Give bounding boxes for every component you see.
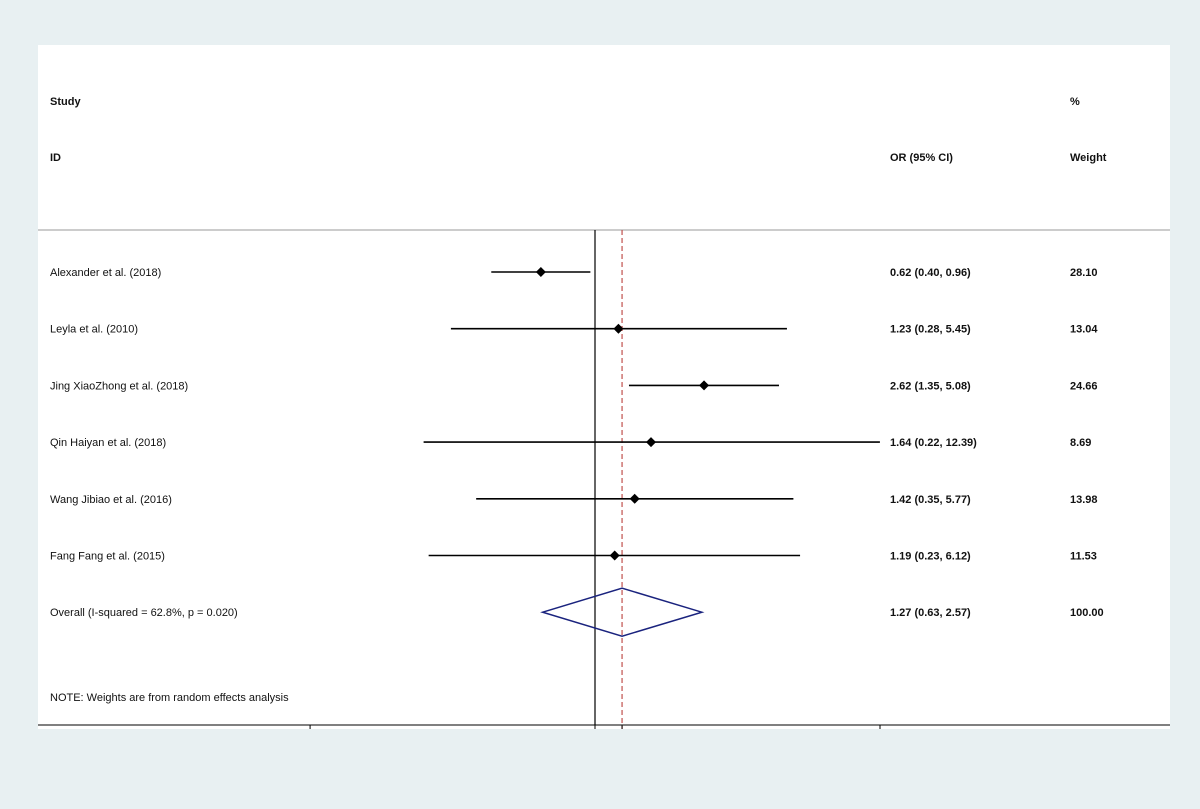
- header-study: Study: [50, 96, 81, 108]
- study-row: Leyla et al. (2010) 1.23 (0.28, 5.45) 13.0…: [50, 323, 1098, 336]
- study-rows: Alexander et al. (2018) 0.62 (0.40, 0.96)…: [50, 267, 1104, 637]
- effect-size-text: 1.42 (0.35, 5.77): [890, 494, 971, 506]
- point-estimate-marker: [609, 550, 620, 561]
- effect-size-text: 1.19 (0.23, 6.12): [890, 551, 971, 563]
- study-label: Jing XiaoZhong et al. (2018): [50, 380, 188, 392]
- study-row: Qin Haiyan et al. (2018) 1.64 (0.22, 12.3…: [50, 437, 1091, 449]
- point-estimate-marker: [699, 380, 710, 391]
- header-id: ID: [50, 152, 61, 164]
- study-label: Leyla et al. (2010): [50, 324, 138, 336]
- overall-row: Overall (I-squared = 62.8%, p = 0.020) 1.…: [50, 587, 1104, 637]
- point-estimate-marker: [629, 493, 640, 504]
- effect-size-text: 1.64 (0.22, 12.39): [890, 437, 977, 449]
- study-label: Wang Jibiao et al. (2016): [50, 494, 172, 506]
- weight-text: 13.04: [1070, 324, 1098, 336]
- effect-size-text: 0.62 (0.40, 0.96): [890, 267, 971, 279]
- point-estimate-marker: [535, 267, 546, 277]
- overall-diamond: [540, 587, 705, 637]
- point-estimate-marker: [645, 437, 656, 448]
- forest-plot: Study ID OR (95% CI) % Weight Alexander …: [38, 96, 1170, 729]
- x-axis-ticks: .080711.2712.4: [309, 725, 881, 729]
- point-estimate-marker: [613, 323, 624, 334]
- weight-text: 24.66: [1070, 380, 1098, 392]
- header-weight-percent: %: [1070, 96, 1080, 108]
- study-row: Jing XiaoZhong et al. (2018) 2.62 (1.35, …: [50, 380, 1098, 392]
- study-row: Fang Fang et al. (2015) 1.19 (0.23, 6.12)…: [50, 550, 1097, 563]
- study-label: Alexander et al. (2018): [50, 267, 161, 279]
- weight-text: 28.10: [1070, 267, 1098, 279]
- weight-text: 11.53: [1070, 551, 1097, 563]
- study-row: Alexander et al. (2018) 0.62 (0.40, 0.96)…: [50, 267, 1098, 279]
- weight-text: 13.98: [1070, 494, 1098, 506]
- overall-label: Overall (I-squared = 62.8%, p = 0.020): [50, 607, 238, 619]
- forest-plot-panel: Study ID OR (95% CI) % Weight Alexander …: [38, 45, 1170, 729]
- effect-size-text: 1.23 (0.28, 5.45): [890, 324, 971, 336]
- header-weight: Weight: [1070, 152, 1107, 164]
- overall-effect-text: 1.27 (0.63, 2.57): [890, 607, 971, 619]
- overall-weight-text: 100.00: [1070, 607, 1104, 619]
- study-label: Fang Fang et al. (2015): [50, 551, 165, 563]
- study-label: Qin Haiyan et al. (2018): [50, 437, 166, 449]
- weight-text: 8.69: [1070, 437, 1091, 449]
- header-effect: OR (95% CI): [890, 152, 953, 164]
- study-row: Wang Jibiao et al. (2016) 1.42 (0.35, 5.7…: [50, 493, 1098, 506]
- effect-size-text: 2.62 (1.35, 5.08): [890, 380, 971, 392]
- footnote: NOTE: Weights are from random effects an…: [50, 692, 289, 704]
